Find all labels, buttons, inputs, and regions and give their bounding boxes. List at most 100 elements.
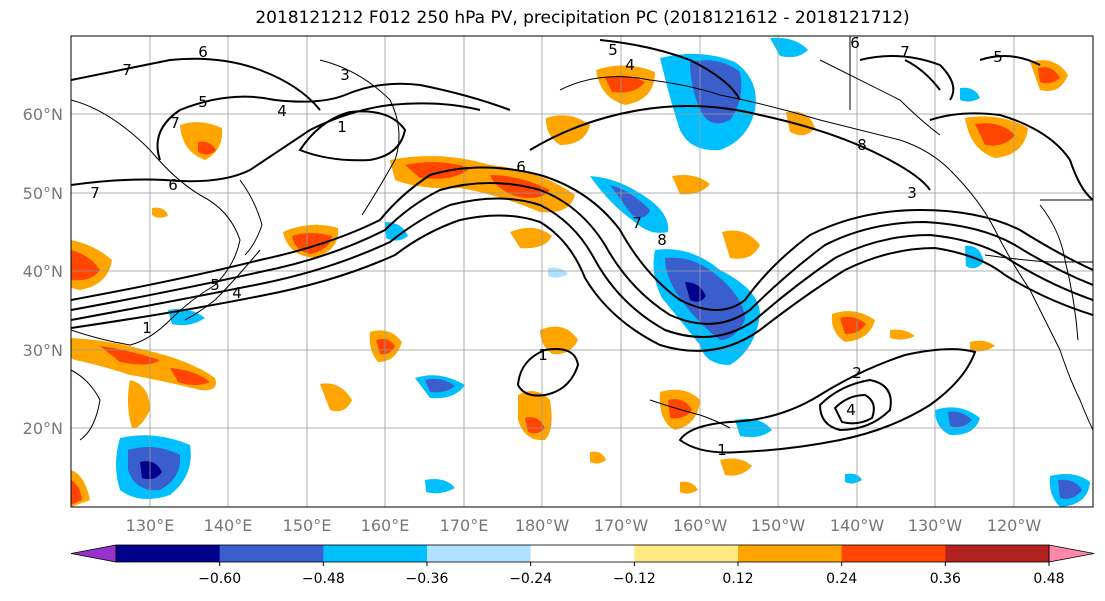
colorbar-extend-low <box>70 544 117 563</box>
pv-contour <box>156 82 511 161</box>
colorbar-tick-label: −0.60 <box>198 571 241 587</box>
pv-contour <box>71 166 1093 311</box>
precip-blob <box>152 207 168 218</box>
precip-blob <box>548 267 568 278</box>
precip-blob <box>680 481 698 494</box>
contour-label: 5 <box>993 48 1003 66</box>
contour-label: 7 <box>90 184 100 202</box>
lon-label: 170°E <box>440 516 489 535</box>
pv-contour <box>71 214 1093 352</box>
lat-label: 40°N <box>23 262 63 281</box>
precip-blob <box>890 329 915 340</box>
precip-blob <box>948 411 972 428</box>
lon-label: 140°E <box>204 516 253 535</box>
contour-label: 7 <box>632 214 642 232</box>
contour-label: 8 <box>657 231 667 249</box>
pv-contour <box>929 112 1093 201</box>
contour-label: 4 <box>625 56 635 74</box>
colorbar-bin <box>945 545 1050 562</box>
precip-blob <box>665 257 745 340</box>
colorbar-ticks: −0.60 −0.48 −0.36 −0.24 −0.12 0.12 0.24 0.36 0.4… <box>198 562 1065 587</box>
coastlines <box>71 36 1093 441</box>
pv-contour <box>71 102 481 186</box>
precip-blob <box>71 480 82 505</box>
colorbar-bin <box>116 545 221 562</box>
precip-blob <box>140 461 162 480</box>
contour-label: 3 <box>907 184 917 202</box>
lon-label: 180°W <box>515 516 570 535</box>
precip-blob <box>320 383 352 412</box>
colorbar-tick-label: −0.48 <box>302 571 345 587</box>
precip-blob <box>100 346 160 365</box>
pv-contour <box>818 378 892 432</box>
colorbar-bin <box>427 545 532 562</box>
map-title: 2018121212 F012 250 hPa PV, precipitatio… <box>255 8 910 28</box>
colorbar-bin <box>219 545 324 562</box>
pv-contours <box>71 39 1093 454</box>
pv-contour <box>904 59 941 91</box>
lat-label: 50°N <box>23 184 63 203</box>
precip-blob <box>770 37 808 58</box>
map-frame <box>70 35 1094 508</box>
contour-label: 5 <box>198 93 208 111</box>
lon-label: 170°W <box>594 516 649 535</box>
pv-contour <box>71 182 1093 325</box>
lon-label: 130°W <box>908 516 963 535</box>
contour-label: 7 <box>170 114 180 132</box>
colorbar <box>70 544 1095 563</box>
precip-blob <box>170 368 210 385</box>
pv-contour <box>979 55 1041 66</box>
contour-label: 4 <box>232 284 242 302</box>
pv-contour <box>298 110 407 162</box>
precip-blob <box>970 340 995 352</box>
lat-label: 60°N <box>23 105 63 124</box>
colorbar-tick-label: −0.36 <box>406 571 449 587</box>
pv-contour <box>529 105 931 191</box>
contour-label: 5 <box>608 41 618 59</box>
contour-label: 3 <box>340 66 350 84</box>
colorbar-bin <box>530 545 635 562</box>
precip-shading <box>71 37 1090 507</box>
contour-label: 1 <box>337 118 347 136</box>
precip-blob <box>540 326 578 355</box>
precip-blob <box>510 227 552 249</box>
contour-label: 1 <box>142 319 152 337</box>
precip-blob <box>590 451 606 464</box>
contour-label: 1 <box>538 346 548 364</box>
precip-blob <box>786 111 815 136</box>
lon-label: 120°W <box>987 516 1042 535</box>
precip-blob <box>525 417 545 434</box>
precip-blob <box>840 316 866 335</box>
lon-label: 160°E <box>361 516 410 535</box>
contour-label: 2 <box>852 364 862 382</box>
precip-blob <box>405 162 470 179</box>
contour-label: 8 <box>857 136 867 154</box>
precip-blob <box>668 399 692 419</box>
contour-label: 1 <box>717 441 727 459</box>
precip-blob <box>71 250 100 281</box>
colorbar-tick-label: −0.12 <box>613 571 656 587</box>
lon-label: 160°W <box>673 516 728 535</box>
pv-contour <box>71 197 1093 339</box>
colorbar-tick-label: 0.48 <box>1033 571 1064 587</box>
lat-label: 20°N <box>23 419 63 438</box>
colorbar-extend-high <box>1048 544 1095 563</box>
colorbar-bin <box>738 545 843 562</box>
longitude-labels: 130°E 140°E 150°E 160°E 170°E 180°W 170°… <box>126 516 1042 535</box>
precip-blob <box>1038 67 1060 84</box>
pv-contour <box>833 393 875 425</box>
pv-contour <box>859 55 955 101</box>
precip-blob <box>425 479 455 494</box>
colorbar-bin <box>841 545 946 562</box>
pv-contour <box>678 348 977 454</box>
precip-blob <box>685 282 706 302</box>
lon-label: 150°W <box>751 516 806 535</box>
lon-label: 140°W <box>830 516 885 535</box>
lat-label: 30°N <box>23 341 63 360</box>
precip-blob <box>845 473 862 484</box>
contour-label: 6 <box>516 158 526 176</box>
colorbar-tick-label: 0.36 <box>930 571 961 587</box>
contour-label: 5 <box>210 276 220 294</box>
precip-blob <box>722 230 760 259</box>
